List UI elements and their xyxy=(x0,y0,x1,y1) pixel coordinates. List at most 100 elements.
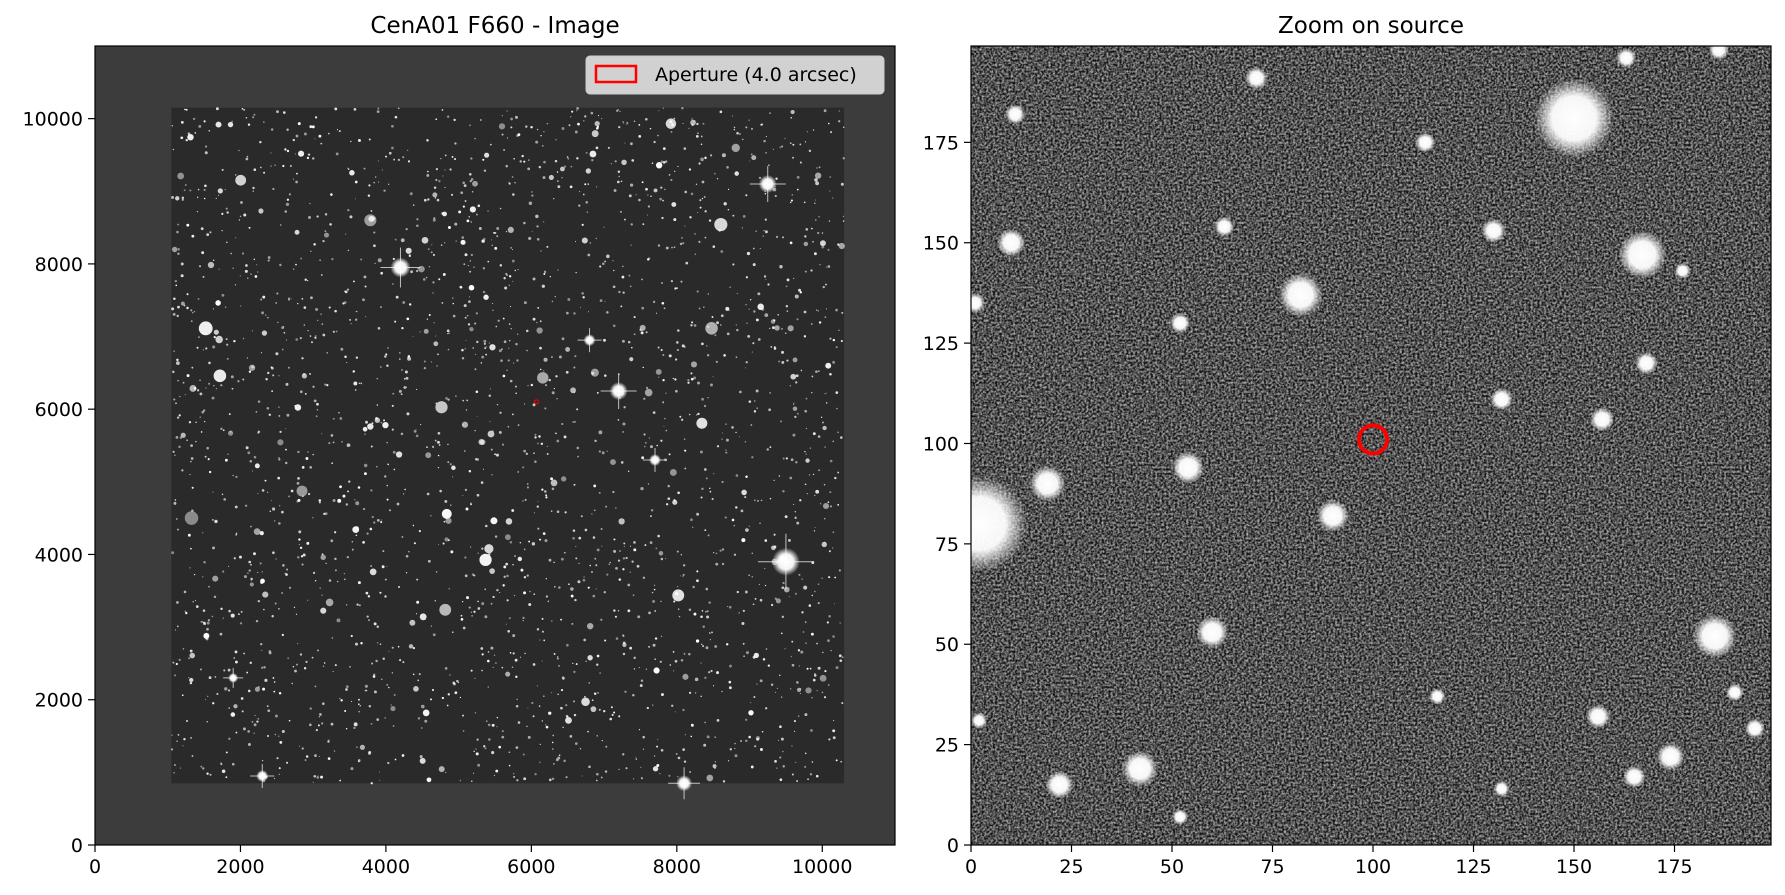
left-star xyxy=(775,598,781,604)
left-star xyxy=(769,392,771,394)
left-star xyxy=(575,557,578,560)
left-star xyxy=(496,716,499,719)
right-panel-title: Zoom on source xyxy=(1278,13,1464,39)
left-star xyxy=(735,474,739,477)
left-star xyxy=(658,376,660,378)
left-star xyxy=(517,721,521,724)
left-star xyxy=(484,347,487,350)
left-star xyxy=(376,718,380,722)
left-star xyxy=(505,230,508,233)
left-star xyxy=(567,157,570,160)
left-star xyxy=(356,746,358,748)
left-star xyxy=(443,520,446,523)
left-star xyxy=(573,312,576,315)
left-star xyxy=(312,517,314,519)
left-star xyxy=(645,331,648,334)
left-star xyxy=(336,129,339,131)
left-star xyxy=(566,311,569,315)
left-star xyxy=(319,713,322,716)
left-star xyxy=(752,603,755,606)
left-star xyxy=(226,357,229,360)
left-star xyxy=(496,227,500,230)
left-star xyxy=(618,768,620,770)
left-star xyxy=(289,164,292,167)
left-star xyxy=(318,499,322,502)
left-star xyxy=(803,201,806,204)
left-star xyxy=(710,383,713,387)
left-star xyxy=(426,446,428,449)
left-star xyxy=(398,351,401,354)
left-star xyxy=(528,159,530,161)
left-star xyxy=(258,208,264,214)
left-star xyxy=(505,671,511,677)
left-star xyxy=(501,666,504,669)
left-star xyxy=(704,236,707,239)
left-star xyxy=(322,333,326,337)
left-star xyxy=(590,368,599,377)
left-star xyxy=(734,171,739,176)
left-star xyxy=(267,317,269,319)
left-star xyxy=(769,497,772,500)
left-star xyxy=(532,663,536,666)
left-star-field-image xyxy=(170,106,845,800)
left-star xyxy=(794,511,796,513)
left-star xyxy=(473,610,476,613)
left-star xyxy=(622,291,625,294)
left-star xyxy=(324,512,328,516)
left-star xyxy=(339,417,343,420)
left-star xyxy=(675,592,679,596)
left-star xyxy=(465,507,469,511)
left-star xyxy=(318,755,320,758)
left-star xyxy=(241,107,244,110)
left-star xyxy=(222,570,225,573)
left-star xyxy=(257,717,260,720)
left-star xyxy=(501,133,504,136)
left-star xyxy=(270,152,272,154)
left-star xyxy=(576,157,579,160)
left-star xyxy=(763,275,767,278)
left-star xyxy=(513,773,515,775)
left-star xyxy=(709,154,713,157)
left-star xyxy=(645,442,647,444)
left-star xyxy=(620,461,624,464)
right-star xyxy=(1692,614,1737,659)
left-star xyxy=(182,648,185,650)
left-star xyxy=(301,466,305,469)
left-star xyxy=(173,350,176,353)
left-star xyxy=(278,457,280,459)
left-star xyxy=(239,622,243,625)
left-star xyxy=(532,277,536,281)
left-star xyxy=(267,491,269,493)
left-star xyxy=(178,658,181,661)
left-star xyxy=(225,207,228,210)
left-star xyxy=(489,420,491,423)
left-star xyxy=(558,586,561,589)
left-star xyxy=(273,777,276,780)
left-star xyxy=(770,683,774,687)
left-star xyxy=(392,257,395,260)
left-star xyxy=(550,510,553,512)
left-star xyxy=(261,649,263,651)
left-star xyxy=(746,251,751,256)
left-star xyxy=(798,573,801,576)
left-star xyxy=(317,649,319,652)
left-star xyxy=(461,236,465,239)
left-star xyxy=(798,665,800,667)
left-star xyxy=(239,555,242,559)
left-star xyxy=(539,743,541,746)
left-star xyxy=(370,445,373,448)
left-star xyxy=(184,184,187,186)
left-star xyxy=(332,417,335,420)
left-star xyxy=(793,277,795,279)
left-star xyxy=(751,552,753,554)
left-star xyxy=(598,491,601,494)
left-star xyxy=(622,641,626,645)
left-star xyxy=(474,368,477,371)
left-star xyxy=(433,186,437,189)
left-star xyxy=(660,160,664,164)
left-star xyxy=(474,322,477,325)
left-star xyxy=(751,456,754,459)
left-star xyxy=(610,163,612,165)
left-star xyxy=(771,545,776,551)
left-star xyxy=(545,578,547,580)
